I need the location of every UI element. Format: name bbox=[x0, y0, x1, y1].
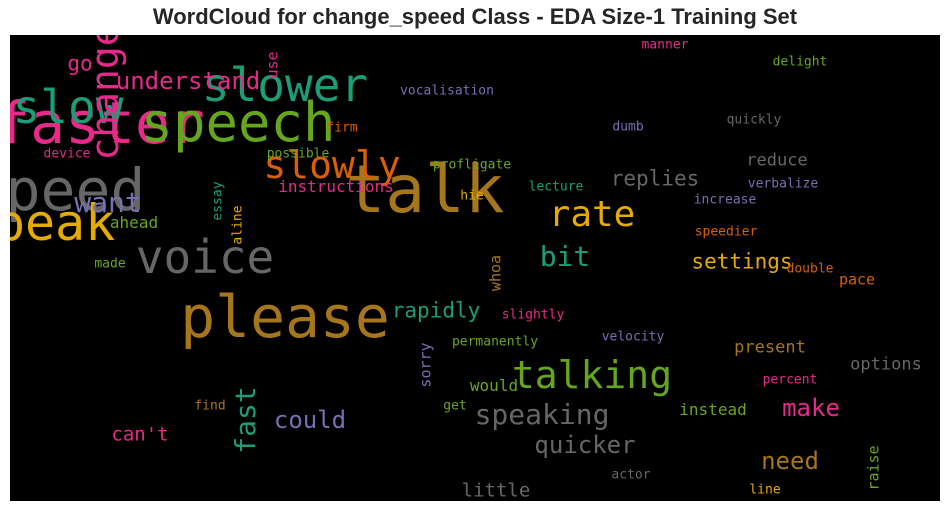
word-firm: firm bbox=[326, 120, 358, 136]
word-want: want bbox=[74, 186, 142, 219]
word-speed: speed bbox=[10, 156, 146, 224]
word-bit: bit bbox=[539, 240, 591, 273]
word-ahead: ahead bbox=[109, 213, 159, 232]
word-voice: voice bbox=[135, 230, 275, 284]
word-slower: slower bbox=[201, 58, 369, 112]
word-raise: raise bbox=[864, 445, 883, 491]
word-speaking: speaking bbox=[474, 398, 610, 431]
word-settings: settings bbox=[691, 249, 793, 274]
word-made: made bbox=[94, 256, 126, 272]
word-quickly: quickly bbox=[726, 112, 782, 128]
word-fast: fast bbox=[229, 386, 262, 454]
word-increase: increase bbox=[693, 192, 757, 208]
word-pace: pace bbox=[838, 270, 876, 289]
word-percent: percent bbox=[762, 372, 818, 388]
word-find: find bbox=[194, 398, 226, 414]
word-options: options bbox=[850, 354, 922, 375]
word-permanently: permanently bbox=[451, 334, 539, 350]
word-manner: manner bbox=[641, 37, 689, 53]
word-lecture: lecture bbox=[528, 179, 584, 195]
word-talking: talking bbox=[511, 353, 673, 397]
word-reduce: reduce bbox=[746, 150, 808, 171]
word-speedier: speedier bbox=[694, 224, 758, 240]
word-speech: speech bbox=[140, 91, 336, 154]
word-slightly: slightly bbox=[501, 307, 565, 323]
word-need: need bbox=[761, 447, 819, 475]
word-device: device bbox=[43, 146, 91, 162]
word-instructions: instructions bbox=[278, 177, 394, 196]
word-aline: aline bbox=[230, 205, 246, 245]
word-rapidly: rapidly bbox=[391, 298, 481, 323]
word-present: present bbox=[734, 337, 806, 358]
word-quicker: quicker bbox=[534, 431, 636, 459]
word-actor: actor bbox=[611, 467, 651, 483]
word-go: go bbox=[67, 51, 93, 76]
word-dumb: dumb bbox=[612, 119, 644, 135]
word-use: use bbox=[263, 51, 282, 79]
word-rate: rate bbox=[548, 194, 636, 235]
word-delight: delight bbox=[772, 54, 828, 70]
chart-title: WordCloud for change_speed Class - EDA S… bbox=[152, 4, 798, 29]
word-talk: talk bbox=[345, 151, 505, 228]
word-make: make bbox=[782, 394, 840, 422]
word-instead: instead bbox=[679, 400, 747, 419]
wordcloud-canvas: talk please speedfasterspeech speak voice slo… bbox=[10, 35, 940, 501]
word-hie: hie bbox=[460, 188, 484, 204]
word-whoa: whoa bbox=[486, 254, 505, 292]
word-verbalize: verbalize bbox=[747, 176, 819, 192]
word-little: little bbox=[461, 479, 531, 501]
word-please: please bbox=[180, 283, 390, 351]
word-slow: slow bbox=[12, 80, 124, 134]
word-understand: understand bbox=[115, 67, 261, 95]
word-profligate: profligate bbox=[432, 157, 512, 173]
word-vocalisation: vocalisation bbox=[400, 83, 494, 99]
word-sorry: sorry bbox=[416, 342, 435, 388]
word-essay: essay bbox=[210, 181, 226, 221]
word-cant: can't bbox=[111, 423, 169, 446]
word-would: would bbox=[469, 376, 519, 395]
word-line: line bbox=[749, 482, 781, 498]
word-double: double bbox=[786, 261, 834, 277]
word-replies: replies bbox=[610, 166, 700, 191]
word-could: could bbox=[273, 406, 347, 434]
word-speak: speak bbox=[10, 194, 116, 252]
word-possible: possible bbox=[266, 146, 330, 162]
word-slowly: slowly bbox=[263, 143, 401, 187]
word-get: get bbox=[443, 398, 467, 414]
word-faster: faster bbox=[10, 89, 205, 157]
word-velocity: velocity bbox=[601, 329, 665, 345]
